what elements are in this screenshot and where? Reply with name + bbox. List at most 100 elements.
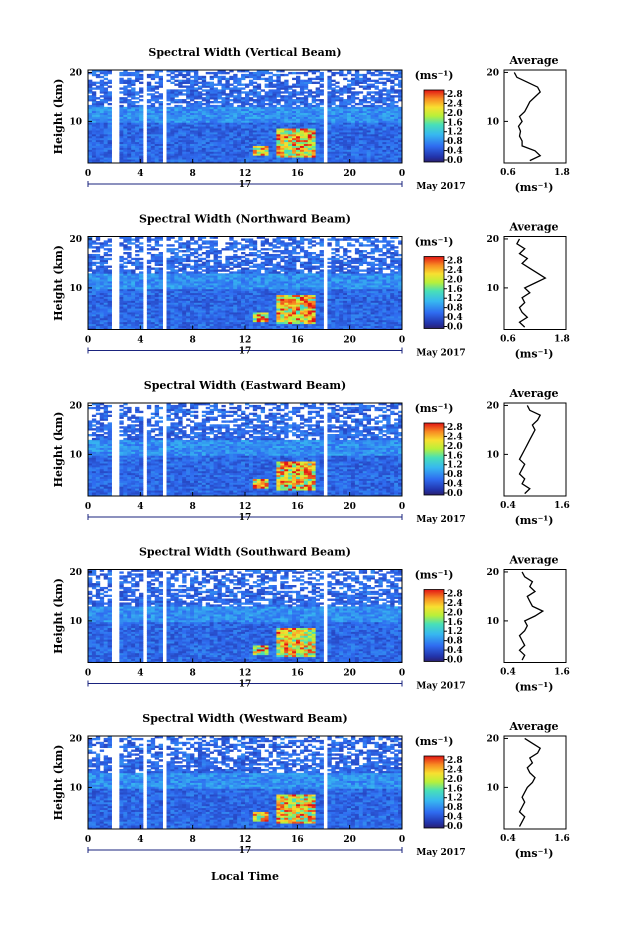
heatmap-cell bbox=[284, 108, 289, 112]
heatmap-cell bbox=[221, 130, 226, 133]
heatmap-cell bbox=[146, 93, 152, 96]
heatmap-cell bbox=[170, 139, 175, 143]
heatmap-cell bbox=[95, 137, 101, 141]
heatmap-cell bbox=[292, 161, 297, 164]
heatmap-cell bbox=[182, 70, 187, 73]
heatmap-cell bbox=[256, 128, 262, 131]
heatmap-cell bbox=[131, 135, 136, 139]
heatmap-cell bbox=[166, 130, 171, 133]
heatmap-cell bbox=[107, 70, 112, 73]
heatmap-cell bbox=[276, 106, 281, 110]
heatmap-cell bbox=[276, 155, 281, 158]
heatmap-cell bbox=[260, 161, 266, 164]
heatmap-cell bbox=[205, 95, 211, 98]
heatmap-cell bbox=[296, 155, 301, 158]
heatmap-cell bbox=[178, 116, 183, 119]
heatmap-cell bbox=[154, 126, 160, 129]
heatmap-cell bbox=[186, 135, 191, 139]
heatmap-cell bbox=[260, 273, 266, 276]
heatmap-cell bbox=[229, 104, 234, 108]
heatmap-cell bbox=[174, 252, 179, 255]
heatmap-cell bbox=[107, 269, 112, 272]
heatmap-cell bbox=[260, 149, 266, 152]
heatmap-cell bbox=[135, 141, 140, 145]
heatmap-cell bbox=[252, 108, 258, 112]
heatmap-cell bbox=[209, 147, 214, 150]
heatmap-cell bbox=[123, 99, 128, 102]
heatmap-cell bbox=[186, 147, 191, 150]
heatmap-cell bbox=[217, 153, 222, 156]
heatmap-cell bbox=[139, 73, 144, 77]
heatmap-cell bbox=[103, 126, 109, 129]
heatmap-cell bbox=[146, 89, 152, 92]
heatmap-cell bbox=[146, 118, 152, 121]
heatmap-cell bbox=[146, 248, 152, 251]
heatmap-cell bbox=[127, 128, 132, 131]
heatmap-cell bbox=[174, 153, 179, 156]
heatmap-cell bbox=[245, 70, 250, 73]
heatmap-cell bbox=[233, 126, 238, 129]
heatmap-cell bbox=[91, 128, 97, 131]
heatmap-cell bbox=[241, 161, 246, 164]
heatmap-cell bbox=[370, 95, 375, 98]
heatmap-cell bbox=[292, 114, 297, 117]
heatmap-cell bbox=[225, 135, 230, 139]
heatmap-cell bbox=[221, 124, 226, 127]
heatmap-cell bbox=[119, 101, 124, 104]
heatmap-cell bbox=[123, 93, 128, 96]
heatmap-cell bbox=[252, 87, 258, 90]
heatmap-cell bbox=[296, 145, 301, 148]
heatmap-cell bbox=[209, 89, 214, 92]
heatmap-cell bbox=[327, 91, 332, 94]
heatmap-cell bbox=[280, 108, 285, 112]
heatmap-cell bbox=[303, 95, 309, 98]
heatmap-cell bbox=[88, 79, 93, 83]
heatmap-cell bbox=[135, 151, 140, 154]
heatmap-cell bbox=[170, 151, 175, 154]
heatmap-cell bbox=[95, 85, 101, 88]
heatmap-cell bbox=[245, 139, 250, 143]
heatmap-cell bbox=[201, 261, 207, 265]
heatmap-cell bbox=[209, 83, 214, 86]
heatmap-cell bbox=[103, 71, 109, 75]
heatmap-cell bbox=[178, 133, 183, 137]
heatmap-cell bbox=[103, 157, 109, 160]
heatmap-cell bbox=[209, 145, 214, 148]
heatmap-cell bbox=[95, 132, 101, 135]
heatmap-cell bbox=[146, 83, 152, 86]
heatmap-cell bbox=[241, 91, 246, 94]
heatmap-cell bbox=[213, 101, 218, 104]
heatmap-cell bbox=[272, 97, 277, 100]
heatmap-cell bbox=[233, 110, 238, 114]
heatmap-cell bbox=[233, 91, 238, 94]
heatmap-cell bbox=[123, 147, 128, 150]
heatmap-cell bbox=[127, 126, 132, 129]
heatmap-cell bbox=[186, 87, 191, 90]
heatmap-cell bbox=[276, 149, 281, 152]
heatmap-cell bbox=[178, 104, 183, 108]
heatmap-cell bbox=[292, 77, 297, 81]
heatmap-cell bbox=[135, 244, 140, 247]
heatmap-cell bbox=[190, 155, 195, 158]
heatmap-cell bbox=[241, 143, 246, 146]
heatmap-cell bbox=[150, 132, 156, 135]
heatmap-cell bbox=[119, 143, 124, 146]
heatmap-cell bbox=[135, 159, 140, 162]
heatmap-cell bbox=[221, 128, 226, 131]
heatmap-cell bbox=[213, 114, 218, 117]
heatmap-cell bbox=[197, 139, 203, 143]
heatmap-cell bbox=[174, 135, 179, 139]
heatmap-cell bbox=[119, 112, 124, 115]
heatmap-cell bbox=[245, 122, 250, 125]
heatmap-cell bbox=[186, 132, 191, 135]
heatmap-cell bbox=[197, 102, 203, 106]
heatmap-cell bbox=[233, 101, 238, 104]
heatmap-cell bbox=[103, 149, 109, 152]
heatmap-cell bbox=[99, 133, 105, 137]
heatmap-cell bbox=[158, 147, 163, 150]
spectral-width-panel: Spectral Width (Vertical Beam)2010Height… bbox=[52, 46, 570, 194]
heatmap-cell bbox=[158, 120, 163, 123]
heatmap-cell bbox=[107, 124, 112, 127]
heatmap-cell bbox=[245, 147, 250, 150]
heatmap-cell bbox=[241, 147, 246, 150]
